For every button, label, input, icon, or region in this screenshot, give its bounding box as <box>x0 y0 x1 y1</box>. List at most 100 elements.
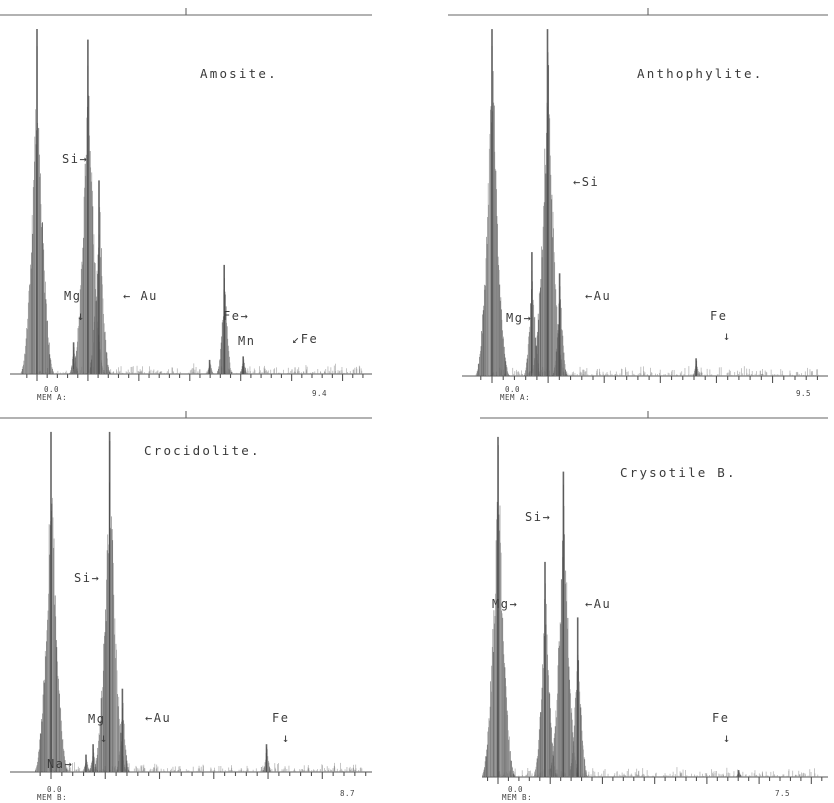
element-label-au: ←Au <box>585 597 611 611</box>
background-count-mark <box>814 768 815 777</box>
background-count-mark <box>512 367 514 376</box>
background-count-mark <box>170 768 172 772</box>
peak-stroke <box>561 330 563 376</box>
background-count-mark <box>300 770 302 772</box>
background-count-mark <box>671 370 673 376</box>
background-count-mark <box>141 765 143 772</box>
background-count-mark <box>580 371 582 376</box>
background-count-mark <box>352 767 354 772</box>
peak-stroke <box>102 687 104 772</box>
background-count-mark <box>637 774 639 777</box>
background-count-mark <box>332 370 334 374</box>
background-count-mark <box>349 371 351 374</box>
peak-stroke <box>507 730 509 777</box>
peak-stroke <box>39 176 41 374</box>
background-count-mark <box>614 773 616 777</box>
peak-stroke <box>25 338 27 374</box>
peak-stroke <box>83 237 84 374</box>
background-count-mark <box>247 769 249 772</box>
peak-stroke <box>576 689 577 777</box>
peak-stroke <box>245 370 247 374</box>
background-count-mark <box>168 372 169 374</box>
peak-stroke <box>506 366 508 376</box>
peak-stroke <box>220 348 221 374</box>
peak-stroke <box>53 547 54 772</box>
peak-stroke <box>496 189 497 376</box>
peak-stroke <box>48 344 50 374</box>
peak-stroke <box>494 151 496 376</box>
peak-stroke <box>95 760 97 772</box>
background-count-mark <box>339 370 341 374</box>
peak-stroke <box>26 329 28 374</box>
background-count-mark <box>706 774 707 777</box>
peak-stroke <box>110 529 112 772</box>
background-count-mark <box>187 372 189 374</box>
background-count-mark <box>711 374 713 376</box>
background-count-mark <box>205 372 207 374</box>
background-count-mark <box>70 767 72 772</box>
peak-stroke <box>530 303 532 376</box>
background-count-mark <box>160 768 162 772</box>
background-count-mark <box>287 373 288 374</box>
background-count-mark <box>662 775 664 777</box>
background-count-mark <box>343 372 345 374</box>
peak-stroke <box>91 359 92 374</box>
background-count-mark <box>330 769 331 772</box>
background-count-mark <box>231 770 233 772</box>
background-count-mark <box>349 769 351 772</box>
peak-stroke <box>88 372 90 374</box>
background-count-mark <box>312 372 314 374</box>
background-count-mark <box>143 766 145 772</box>
peak-stroke <box>693 373 695 376</box>
background-count-mark <box>212 770 214 772</box>
peak-stroke <box>568 657 569 777</box>
background-count-mark <box>120 366 122 374</box>
peak-stroke <box>552 237 553 376</box>
peak-stroke <box>59 707 61 772</box>
peak-stroke <box>566 582 568 777</box>
background-count-mark <box>798 374 800 376</box>
background-count-mark <box>710 374 712 376</box>
background-count-mark <box>731 374 733 376</box>
background-count-mark <box>702 773 703 777</box>
background-count-mark <box>301 769 303 772</box>
peak-stroke <box>583 757 585 777</box>
peak-stroke <box>65 766 67 772</box>
background-count-mark <box>667 372 669 376</box>
peak-stroke <box>41 227 42 374</box>
background-count-mark <box>726 767 728 777</box>
background-count-mark <box>681 371 683 376</box>
background-count-mark <box>615 374 616 376</box>
background-count-mark <box>151 769 153 772</box>
peak-stroke <box>570 769 571 777</box>
peak-stroke <box>557 693 558 777</box>
background-count-mark <box>109 371 111 374</box>
peak-stroke <box>47 320 48 374</box>
peak-stroke <box>208 368 210 374</box>
background-count-mark <box>683 374 685 376</box>
peak-stroke <box>87 767 89 772</box>
background-count-mark <box>614 374 616 376</box>
background-count-mark <box>591 374 593 376</box>
peak-stroke <box>101 690 103 772</box>
background-count-mark <box>195 367 197 374</box>
background-count-mark <box>606 372 608 376</box>
background-count-mark <box>634 772 636 777</box>
peak-stroke <box>216 372 218 374</box>
peak-stroke <box>43 680 44 772</box>
peak-stroke <box>74 357 76 374</box>
peak-stroke <box>502 617 504 777</box>
peak-stroke <box>533 365 535 376</box>
background-count-mark <box>753 773 755 777</box>
background-count-mark <box>621 772 623 777</box>
peak-stroke <box>91 355 93 374</box>
background-count-mark <box>670 374 672 376</box>
peak-stroke <box>541 257 543 376</box>
background-count-mark <box>756 775 758 777</box>
peak-stroke <box>66 769 68 772</box>
peak-stroke <box>699 373 700 376</box>
peak-stroke <box>694 370 695 376</box>
peak-stroke <box>106 579 107 772</box>
background-count-mark <box>599 775 601 777</box>
peak-stroke <box>270 770 271 772</box>
